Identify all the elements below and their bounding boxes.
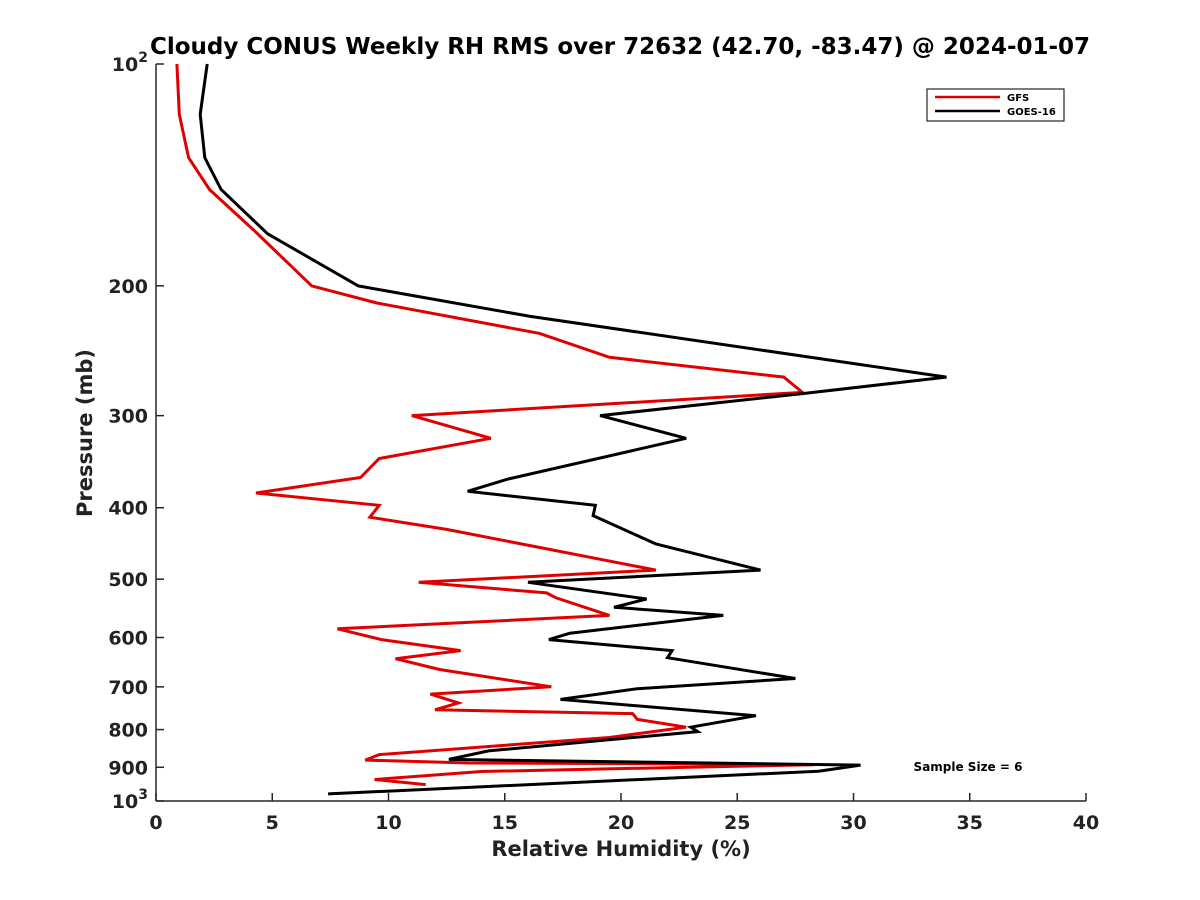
x-tick-label: 5 <box>266 812 279 834</box>
x-tick-label: 35 <box>957 812 983 834</box>
y-tick-label: 400 <box>108 498 148 520</box>
x-tick-label: 30 <box>840 812 866 834</box>
x-tick-label: 15 <box>492 812 518 834</box>
y-axis-title: Pressure (mb) <box>73 349 97 517</box>
y-tick-label: 900 <box>108 757 148 779</box>
chart-title: Cloudy CONUS Weekly RH RMS over 72632 (4… <box>150 34 1090 60</box>
legend: GFS GOES-16 <box>926 88 1065 122</box>
x-tick-label: 20 <box>608 812 634 834</box>
y-tick-label: 600 <box>108 627 148 649</box>
axis-ticks: 0 5 10 15 20 25 30 35 40 102 200 300 400 500 600 700 800… <box>108 50 1099 834</box>
y-tick-label: 102 <box>112 50 148 76</box>
y-tick-label: 500 <box>108 569 148 591</box>
series-lines <box>175 63 947 796</box>
x-tick-label: 40 <box>1073 812 1099 834</box>
series-line-gfs <box>175 63 815 787</box>
y-tick-label: 300 <box>108 406 148 428</box>
x-tick-label: 10 <box>375 812 401 834</box>
x-tick-label: 0 <box>149 812 162 834</box>
legend-label-gfs: GFS <box>1007 93 1029 104</box>
y-tick-label: 700 <box>108 677 148 699</box>
y-tick-label: 200 <box>108 276 148 298</box>
y-tick-label: 800 <box>108 720 148 742</box>
sample-size-annotation: Sample Size = 6 <box>914 760 1023 774</box>
x-axis-title: Relative Humidity (%) <box>491 837 750 861</box>
legend-box <box>926 88 1065 122</box>
legend-label-goes16: GOES-16 <box>1007 107 1056 118</box>
x-tick-label: 25 <box>724 812 750 834</box>
series-line-goes-16 <box>198 63 947 796</box>
y-tick-label: 103 <box>112 787 148 813</box>
